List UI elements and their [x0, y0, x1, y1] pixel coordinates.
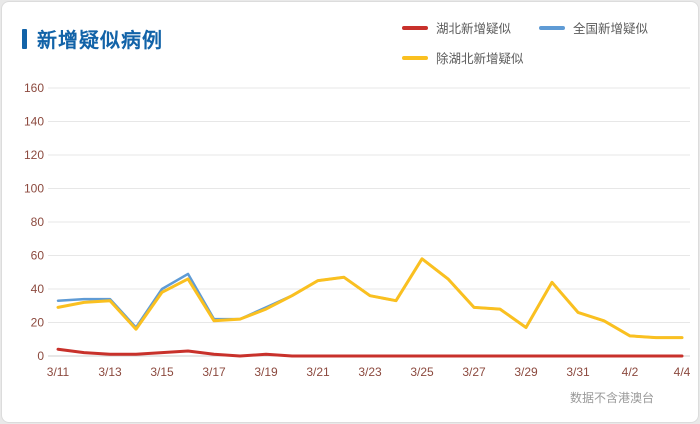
legend-label: 湖北新增疑似: [436, 22, 512, 36]
svg-text:0: 0: [37, 349, 44, 363]
svg-text:3/15: 3/15: [150, 365, 174, 379]
svg-text:3/25: 3/25: [410, 365, 434, 379]
legend-item-national[interactable]: 全国新增疑似: [539, 18, 648, 37]
svg-text:4/4: 4/4: [674, 365, 691, 379]
svg-text:4/2: 4/2: [622, 365, 639, 379]
legend-label: 除湖北新增疑似: [436, 52, 524, 66]
title-accent-bar: [22, 28, 27, 49]
svg-text:160: 160: [24, 81, 44, 95]
legend-marker-blue: [539, 25, 566, 30]
svg-text:40: 40: [31, 282, 45, 296]
svg-text:3/27: 3/27: [462, 365, 486, 379]
svg-text:3/13: 3/13: [98, 365, 122, 379]
svg-text:3/21: 3/21: [306, 365, 330, 379]
svg-text:20: 20: [31, 316, 45, 330]
svg-text:3/11: 3/11: [47, 365, 70, 379]
svg-text:100: 100: [24, 182, 44, 196]
svg-text:120: 120: [24, 148, 44, 162]
svg-text:80: 80: [31, 215, 45, 229]
svg-text:60: 60: [31, 249, 45, 263]
legend-item-hubei[interactable]: 湖北新增疑似: [402, 18, 511, 37]
line-chart: 0 20 40 60 80 100 120 140 160 3/11 3/13 3/15 3/17 3/1…: [24, 81, 691, 379]
chart-legend: 湖北新增疑似 全国新增疑似 除湖北新增疑似: [402, 18, 654, 67]
legend-item-ex-hubei[interactable]: 除湖北新增疑似: [402, 48, 524, 67]
legend-marker-yellow: [402, 55, 428, 60]
data-note: 数据不含港澳台: [569, 391, 654, 405]
svg-text:3/31: 3/31: [566, 365, 590, 379]
legend-label: 全国新增疑似: [573, 22, 649, 36]
svg-text:3/19: 3/19: [254, 365, 278, 379]
svg-text:140: 140: [24, 115, 44, 129]
svg-text:3/17: 3/17: [202, 365, 226, 379]
legend-marker-red: [402, 25, 428, 30]
svg-text:3/29: 3/29: [514, 365, 538, 379]
page-title: 新增疑似病例: [22, 24, 163, 53]
title-text: 新增疑似病例: [37, 30, 163, 52]
svg-text:3/23: 3/23: [358, 365, 382, 379]
